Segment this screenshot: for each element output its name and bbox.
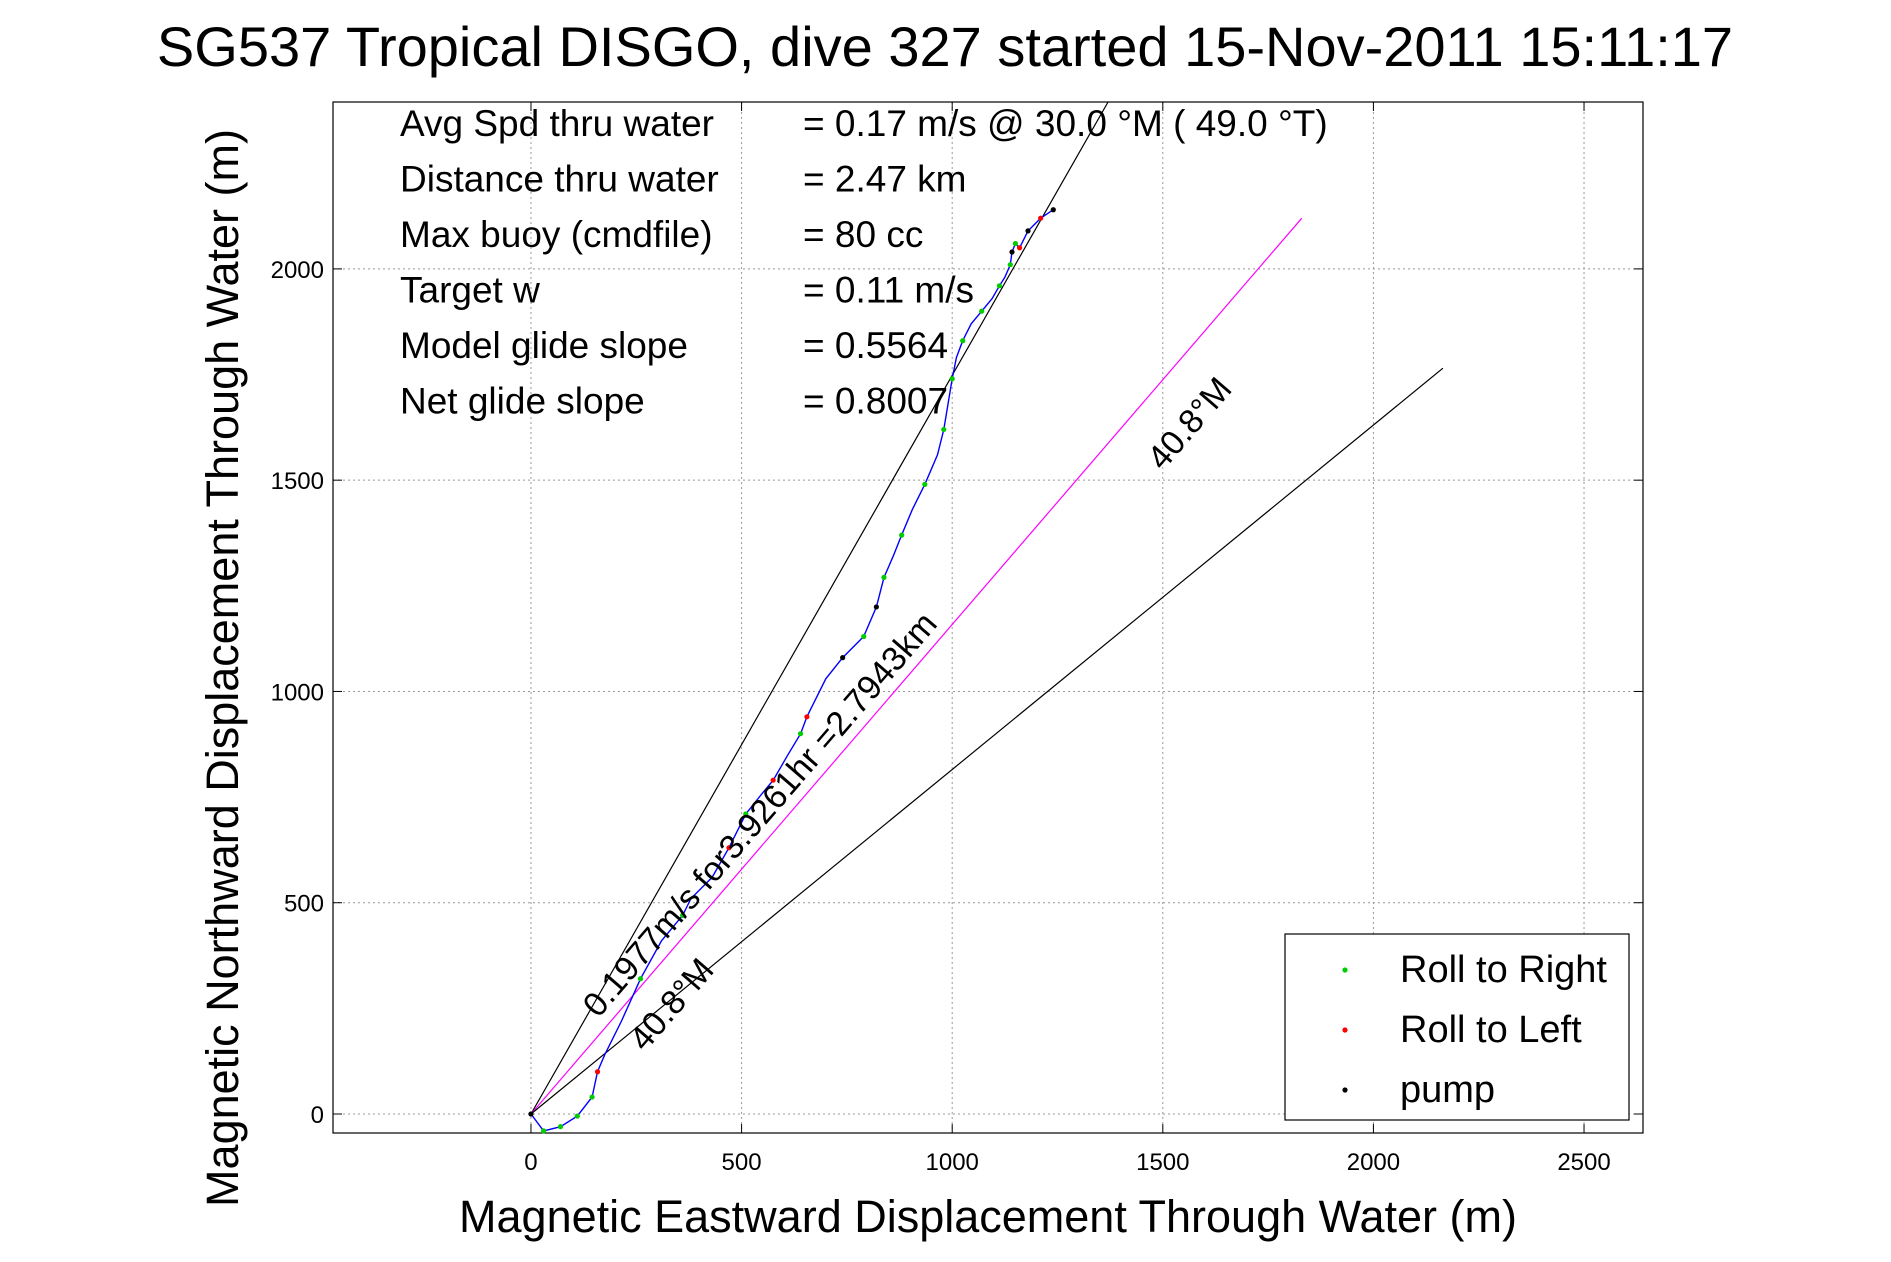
pump-marker [1009, 249, 1015, 255]
pump-marker [1025, 228, 1031, 234]
stat-value: = 0.11 m/s [803, 270, 974, 311]
legend-swatch-roll-to-right [1342, 967, 1348, 973]
roll-to-right-marker [861, 633, 867, 640]
y-tick-label: 2000 [271, 257, 324, 284]
roll-to-right-marker [949, 376, 955, 382]
roll-to-right-marker [996, 283, 1002, 289]
roll-to-right-marker [1007, 262, 1013, 268]
x-tick-label: 0 [524, 1149, 537, 1176]
stat-label: Avg Spd thru water [400, 103, 714, 144]
x-tick-label: 2000 [1347, 1149, 1400, 1176]
x-tick-label: 2500 [1557, 1149, 1610, 1176]
roll-to-right-marker [541, 1128, 547, 1134]
roll-to-left-marker [1016, 245, 1023, 251]
legend: Roll to Right Roll to Left pump [1284, 933, 1630, 1121]
y-tick-label: 1500 [271, 468, 324, 495]
roll-to-right-marker [979, 308, 985, 314]
stat-value: = 2.47 km [803, 159, 967, 200]
reference-line [530, 367, 1444, 1115]
roll-to-right-marker [589, 1094, 595, 1100]
roll-to-right-marker [881, 574, 887, 580]
plot-area-frame [332, 101, 1644, 1134]
axis-ticks: 0 500 1000 1500 2000 2500 0 500 1000 1500 2000 [271, 102, 1643, 1176]
roll-to-right-marker [1012, 240, 1018, 247]
dive-statistics: Avg Spd thru water = 0.17 m/s @ 30.0 °M (… [400, 103, 1328, 422]
roll-to-left-marker [770, 777, 776, 783]
x-tick-label: 1000 [926, 1149, 979, 1176]
stat-value: = 0.5564 [803, 325, 948, 366]
x-axis-label: Magnetic Eastward Displacement Through W… [459, 1191, 1517, 1242]
pump-marker [1050, 207, 1056, 213]
legend-label-roll-to-right: Roll to Right [1400, 949, 1607, 991]
reference-line [530, 101, 1109, 1115]
legend-swatch-pump [1342, 1087, 1348, 1093]
y-tick-label: 1000 [271, 679, 324, 706]
roll-to-right-marker [557, 1124, 564, 1130]
reference-line [530, 217, 1303, 1115]
stat-label: Target w [400, 270, 540, 311]
pump-marker [840, 655, 846, 661]
roll-to-right-marker [680, 912, 686, 918]
roll-to-right-marker [960, 338, 966, 344]
roll-to-right-marker [899, 532, 905, 538]
legend-label-pump: pump [1400, 1069, 1495, 1111]
stat-label: Model glide slope [400, 325, 688, 366]
reference-lines [530, 101, 1444, 1115]
stat-value: = 0.17 m/s @ 30.0 °M ( 49.0 °T) [803, 103, 1328, 144]
roll-to-left-marker [804, 714, 810, 720]
roll-to-left-marker [1038, 215, 1044, 221]
grid-lines [333, 102, 1643, 1133]
y-tick-label: 0 [311, 1102, 324, 1129]
pump-marker [528, 1111, 534, 1117]
legend-swatch-roll-to-left [1342, 1027, 1348, 1033]
roll-to-right-marker [637, 976, 644, 982]
y-tick-label: 500 [284, 891, 324, 918]
roll-to-right-marker [574, 1113, 580, 1119]
stat-label: Max buoy (cmdfile) [400, 214, 713, 255]
roll-to-right-marker [922, 481, 928, 487]
roll-to-right-marker [797, 731, 804, 737]
pump-marker [873, 604, 879, 610]
stat-value: = 80 cc [803, 214, 923, 255]
roll-to-left-marker [594, 1069, 601, 1075]
roll-to-left-marker [726, 845, 732, 851]
x-tick-label: 1500 [1136, 1149, 1189, 1176]
roll-to-right-marker [743, 811, 749, 817]
roll-to-right-marker [941, 426, 947, 433]
y-axis-label: Magnetic Northward Displacement Through … [197, 129, 248, 1207]
track-markers [528, 207, 1056, 1134]
stat-label: Net glide slope [400, 381, 645, 422]
stat-value: = 0.8007 [803, 381, 948, 422]
stat-label: Distance thru water [400, 159, 719, 200]
legend-label-roll-to-left: Roll to Left [1400, 1009, 1582, 1051]
chart-title: SG537 Tropical DISGO, dive 327 started 1… [157, 15, 1733, 78]
x-tick-label: 500 [722, 1149, 762, 1176]
legend-box [1284, 933, 1630, 1121]
